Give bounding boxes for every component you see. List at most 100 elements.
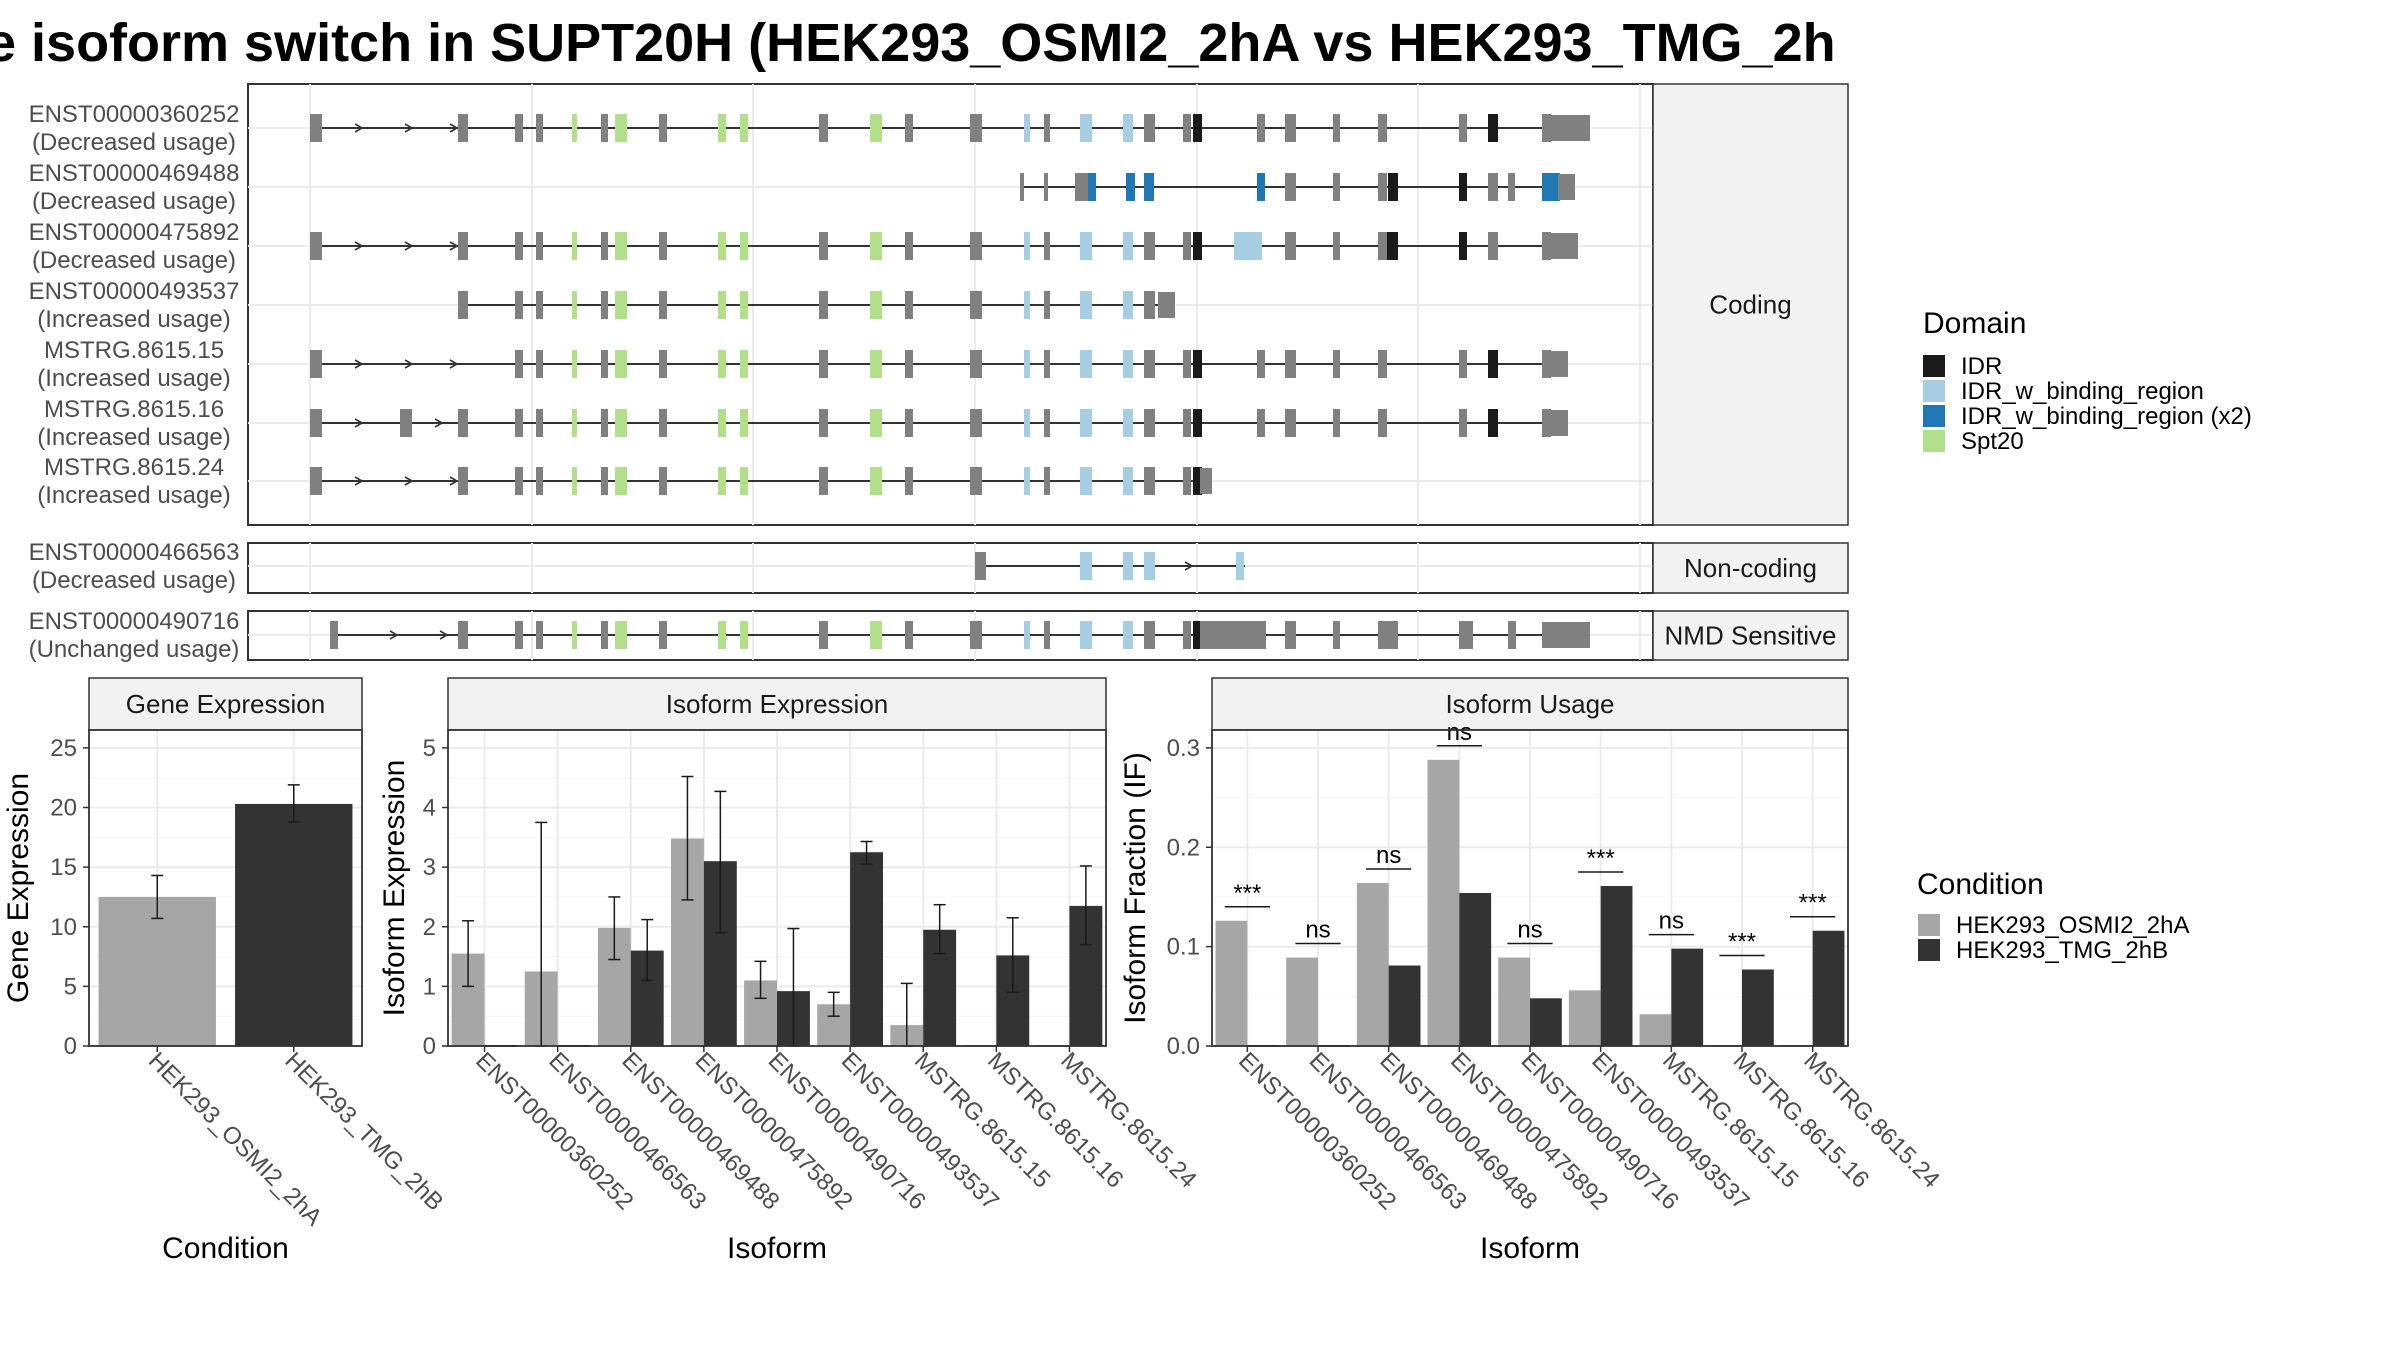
intron-arrow xyxy=(434,418,444,428)
x-axis-title: Isoform xyxy=(727,1232,827,1265)
exon xyxy=(1044,173,1048,201)
plot-frame xyxy=(447,729,1107,1047)
bar xyxy=(1671,948,1704,1046)
exon xyxy=(1285,350,1296,378)
exon xyxy=(536,467,543,495)
exon xyxy=(1024,350,1030,378)
exon xyxy=(718,467,726,495)
exon xyxy=(1024,232,1030,260)
exon xyxy=(1508,173,1515,201)
category-label: Non-coding xyxy=(1684,553,1817,583)
isoform-id-label: MSTRG.8615.16 xyxy=(44,396,224,423)
exon xyxy=(1459,232,1467,260)
y-tick-label: 5 xyxy=(64,973,77,1000)
category-strip xyxy=(1652,610,1849,661)
significance-label: ns xyxy=(1659,908,1684,935)
exon xyxy=(458,114,468,142)
exon xyxy=(1183,114,1191,142)
exon xyxy=(458,409,468,437)
exon xyxy=(536,350,543,378)
exon xyxy=(970,114,982,142)
exon xyxy=(572,350,577,378)
exon-utr xyxy=(1542,622,1590,648)
exon xyxy=(718,114,726,142)
exon xyxy=(1144,173,1154,201)
exon-utr xyxy=(1550,351,1568,377)
exon xyxy=(1488,232,1498,260)
exon xyxy=(970,291,982,319)
exon xyxy=(330,621,338,649)
y-tick-label: 15 xyxy=(50,854,77,881)
exon xyxy=(1388,173,1398,201)
exon xyxy=(1080,291,1092,319)
exon xyxy=(1123,114,1133,142)
intron-arrow xyxy=(449,241,459,251)
exon xyxy=(1285,621,1296,649)
exon xyxy=(1488,173,1498,201)
intron-arrow xyxy=(449,123,459,133)
legend-title-condition: Condition xyxy=(1917,868,2044,901)
intron-arrow xyxy=(404,359,414,369)
exon xyxy=(1459,350,1467,378)
exon xyxy=(905,291,913,319)
exon xyxy=(970,409,982,437)
exon xyxy=(659,114,667,142)
intron-arrow xyxy=(1184,561,1194,571)
panel-strip-label: Isoform Usage xyxy=(1445,689,1614,719)
exon-utr xyxy=(1158,292,1175,318)
exon xyxy=(870,350,882,378)
exon xyxy=(1333,232,1340,260)
exon xyxy=(740,621,748,649)
bar xyxy=(1530,998,1562,1046)
isoform-id-label: MSTRG.8615.24 xyxy=(44,454,224,481)
isoform-usage-panel: Isoform Usage0.00.10.20.3***ENST00000360… xyxy=(1119,677,1945,1265)
exon xyxy=(970,232,982,260)
exon xyxy=(1044,467,1050,495)
bar xyxy=(1388,965,1421,1046)
exon xyxy=(1044,621,1050,649)
exon xyxy=(1193,350,1202,378)
exon xyxy=(819,350,828,378)
legend-key-condition xyxy=(1918,939,1940,961)
legend-title-domain: Domain xyxy=(1923,307,2026,340)
exon xyxy=(572,114,577,142)
bar xyxy=(1459,892,1492,1046)
exon xyxy=(1080,350,1092,378)
x-tick-label: MSTRG.8615.16 xyxy=(982,1047,1128,1193)
exon xyxy=(1080,232,1092,260)
panel-strip xyxy=(88,677,363,731)
exon xyxy=(659,291,667,319)
isoform-id-label: ENST00000490716 xyxy=(29,608,240,635)
exon xyxy=(870,621,882,649)
exon xyxy=(740,114,748,142)
exon xyxy=(1144,232,1155,260)
significance-label: ns xyxy=(1517,917,1542,944)
y-tick-label: 25 xyxy=(50,735,77,762)
exon xyxy=(1044,232,1050,260)
figure-title: e isoform switch in SUPT20H (HEK293_OSMI… xyxy=(0,13,1836,73)
exon xyxy=(615,467,627,495)
bar xyxy=(1286,957,1318,1046)
exon xyxy=(1333,350,1340,378)
exon xyxy=(718,621,726,649)
exon xyxy=(1183,409,1191,437)
exon xyxy=(615,232,627,260)
exon xyxy=(572,232,577,260)
exon xyxy=(718,350,726,378)
isoform-usage-label: (Decreased usage) xyxy=(32,129,236,156)
exon xyxy=(870,467,882,495)
structure-panel-1 xyxy=(247,542,1654,594)
isoform-usage-label: (Decreased usage) xyxy=(32,247,236,274)
exon xyxy=(1378,409,1387,437)
isoform-id-label: ENST00000360252 xyxy=(29,101,240,128)
exon xyxy=(1378,114,1387,142)
exon xyxy=(515,114,523,142)
exon xyxy=(659,409,667,437)
exon xyxy=(905,114,913,142)
bar xyxy=(1356,883,1389,1046)
exon xyxy=(1285,232,1296,260)
exon xyxy=(1088,173,1096,201)
exon xyxy=(310,467,322,495)
exon xyxy=(1144,114,1155,142)
y-axis-title: Isoform Expression xyxy=(378,760,411,1017)
